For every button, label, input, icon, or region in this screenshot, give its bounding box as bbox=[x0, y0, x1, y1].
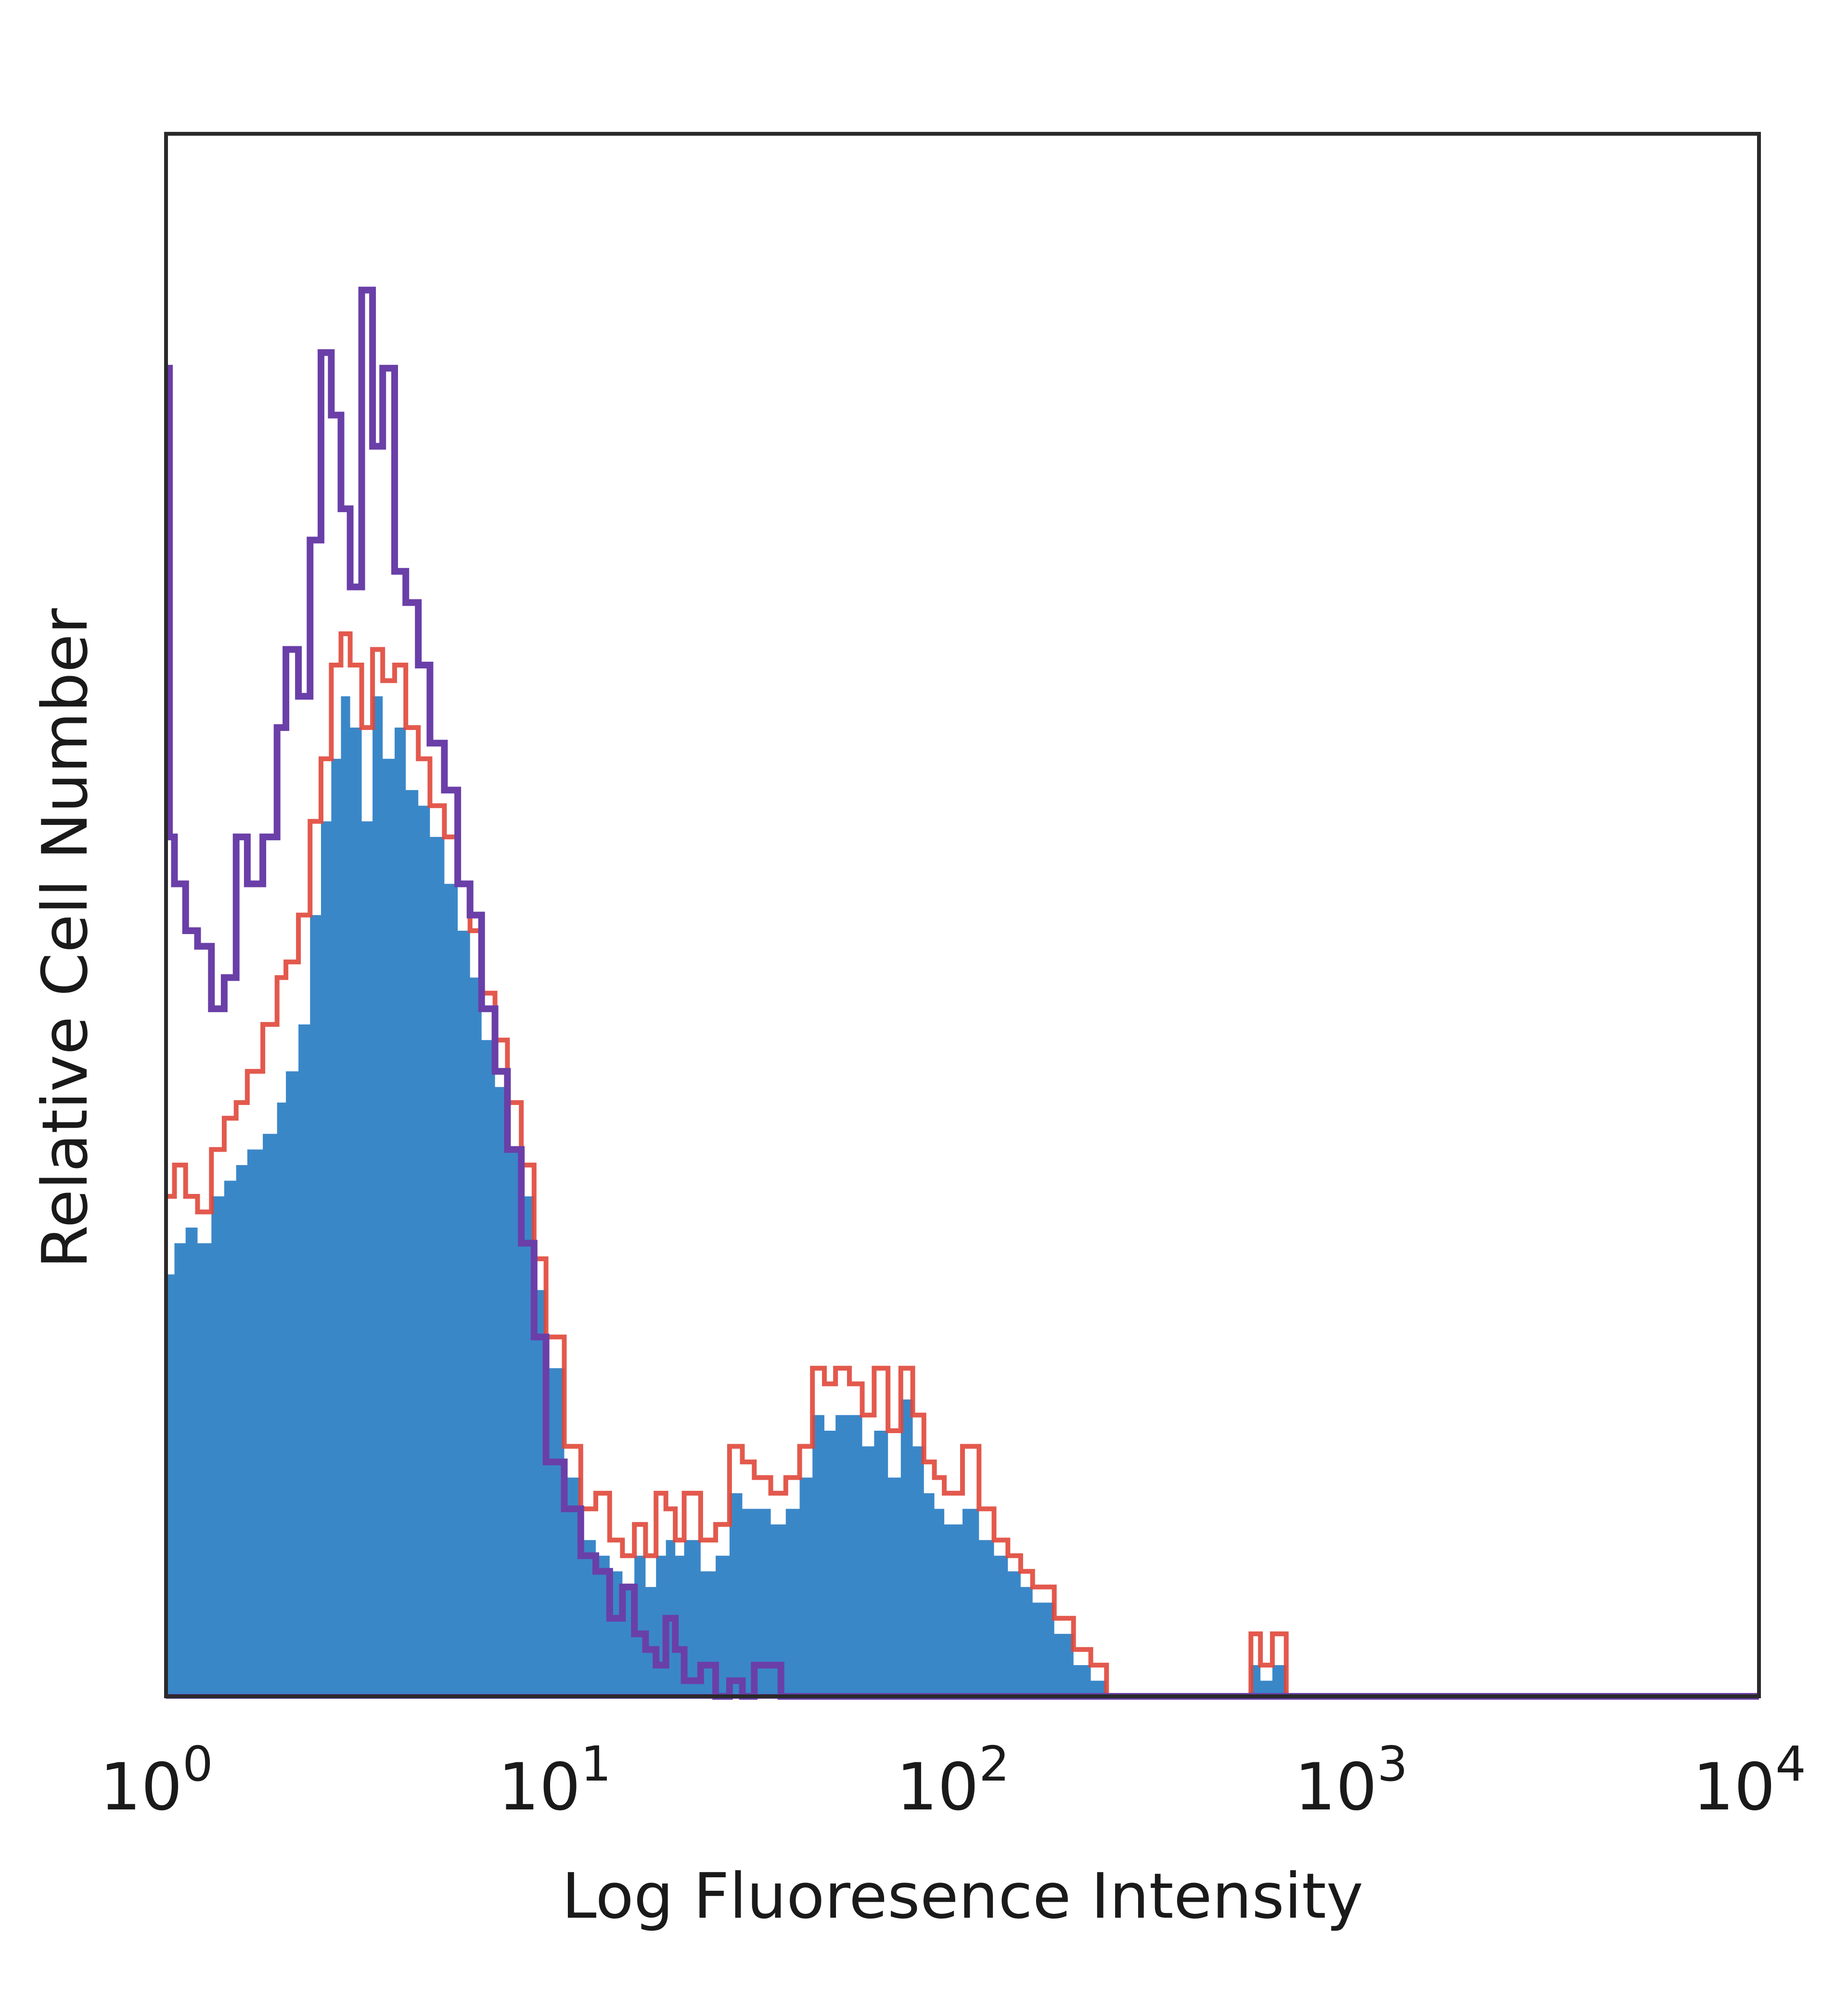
x-tick-base: 10 bbox=[896, 1749, 979, 1825]
x-tick-exponent: 3 bbox=[1377, 1736, 1408, 1792]
x-tick-exponent: 2 bbox=[979, 1736, 1010, 1792]
series-3-line bbox=[166, 286, 1759, 1700]
x-tick-base: 10 bbox=[100, 1749, 182, 1825]
x-tick-label: 101 bbox=[498, 1736, 611, 1825]
x-tick-base: 10 bbox=[498, 1749, 581, 1825]
plot-frame bbox=[164, 132, 1761, 1698]
x-tick-exponent: 1 bbox=[581, 1736, 612, 1792]
series-2-line bbox=[166, 631, 1759, 1699]
series-layer bbox=[166, 286, 1759, 1700]
y-axis-title: Relative Cell Number bbox=[28, 608, 102, 1269]
x-axis-title: Log Fluoresence Intensity bbox=[562, 1859, 1363, 1933]
x-tick-label: 103 bbox=[1295, 1736, 1408, 1825]
x-tick-exponent: 4 bbox=[1775, 1736, 1806, 1792]
x-tick-label: 100 bbox=[100, 1736, 213, 1825]
x-tick-base: 10 bbox=[1693, 1749, 1775, 1825]
x-tick-exponent: 0 bbox=[182, 1736, 213, 1792]
x-tick-base: 10 bbox=[1295, 1749, 1377, 1825]
x-tick-labels: 100 101 102 103 104 bbox=[100, 1736, 1806, 1825]
x-tick-label: 104 bbox=[1693, 1736, 1806, 1825]
x-tick-label: 102 bbox=[896, 1736, 1009, 1825]
series-1-area bbox=[166, 696, 1759, 1697]
